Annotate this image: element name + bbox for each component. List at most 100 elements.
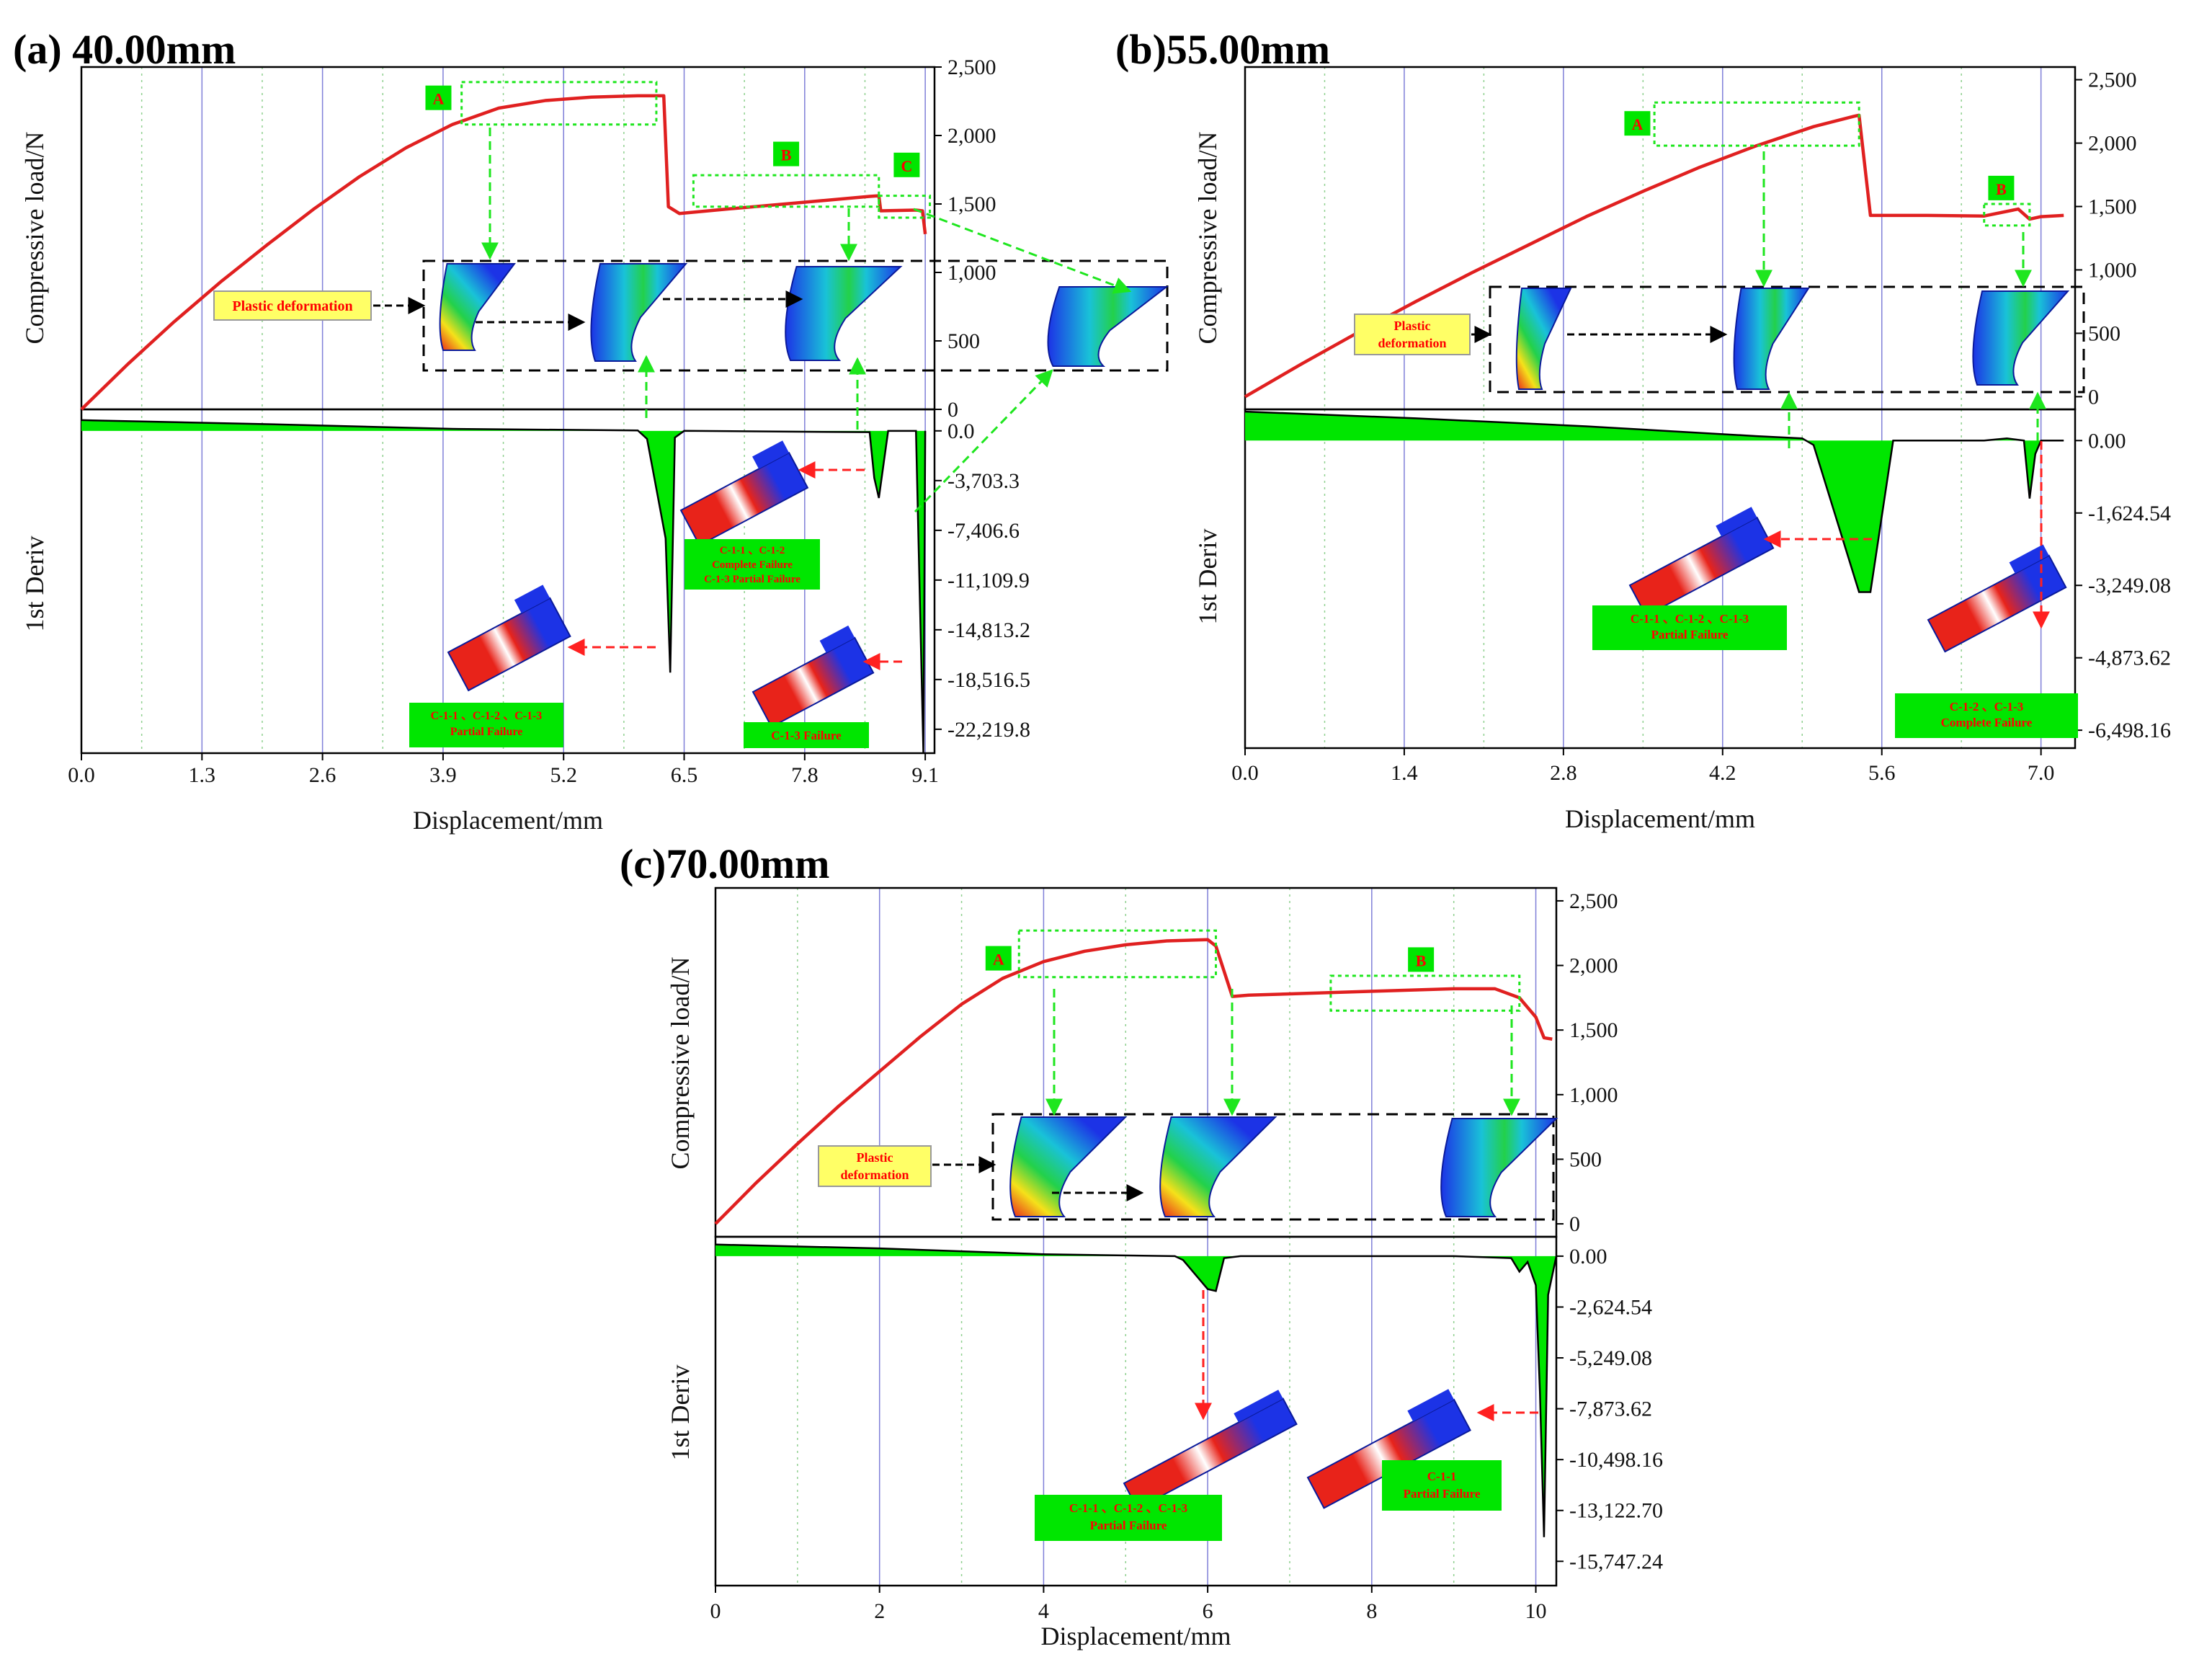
panel-a-ytick-top-label: 0 — [947, 398, 958, 422]
panel-c-xtick-label: 6 — [1203, 1599, 1213, 1623]
panel-b-xtick-label: 4.2 — [1709, 761, 1736, 785]
panel-b-ytick-top-label: 1,500 — [2088, 195, 2137, 219]
panel-b-ytick-bottom-label: -1,624.54 — [2088, 502, 2171, 525]
panel-b-region-box — [1653, 101, 1860, 147]
panel-c-ylabel-top: Compressive load/N — [666, 957, 695, 1170]
b-fail-fea-2-body — [1927, 554, 2067, 653]
panel-b-ytick-top-label: 0 — [2088, 385, 2099, 409]
panel-c-xtick-label: 2 — [874, 1599, 885, 1623]
panel-b-ytick-bottom-label: -4,873.62 — [2088, 646, 2171, 670]
panel-b-region-tag — [1988, 175, 2015, 200]
panel-a-ytick-bottom-label: 0.0 — [947, 419, 975, 443]
b-fea-2 — [1733, 288, 1810, 390]
a-callout-1-text: C-1-1 、C-1-2 、C-1-3 — [431, 710, 543, 722]
panel-a-xtick-label: 7.8 — [791, 763, 819, 787]
panel-a-title: (a) 40.00mm — [13, 26, 236, 73]
a-fea-2-body — [590, 263, 688, 362]
c-fea-3-body — [1440, 1118, 1558, 1217]
c-fail-fea-1-cap — [1234, 1390, 1283, 1423]
panel-a-xtick-label: 1.3 — [189, 763, 216, 787]
panel-b-ytick-bottom-label: -6,498.16 — [2088, 719, 2171, 742]
panel-c-xtick-label: 4 — [1038, 1599, 1049, 1623]
c-callout-1-text: C-1-1 、C-1-2 、C-1-3 — [1069, 1501, 1187, 1515]
c-callout-1-box — [1035, 1495, 1222, 1541]
panel-b-top-frame — [1244, 66, 2077, 411]
panel-c-ytick-bottom-label: -2,624.54 — [1569, 1295, 1652, 1319]
a-fea-3 — [785, 266, 903, 361]
panel-b-ytick-top-label: 500 — [2088, 321, 2120, 345]
panel-a-region-tag — [425, 85, 452, 110]
b-fea-3-body — [1972, 290, 2070, 386]
c-fea-3 — [1440, 1118, 1558, 1217]
b-plastic-label: Plastic — [1394, 319, 1431, 333]
c-plastic-label: deformation — [841, 1168, 909, 1182]
a-fail-fea-1 — [447, 585, 571, 692]
panel-b-xtick-label: 0.0 — [1231, 761, 1259, 785]
a-fail-fea-1-body — [447, 597, 571, 692]
panel-c-title: (c)70.00mm — [620, 840, 830, 887]
panel-b-xtick-label: 1.4 — [1391, 761, 1418, 785]
panel-a-region-label: A — [433, 90, 445, 108]
panel-c-ytick-bottom-label: -13,122.70 — [1569, 1499, 1663, 1523]
panel-a-xtick-label: 9.1 — [911, 763, 939, 787]
panel-b-xtick-label: 7.0 — [2028, 761, 2055, 785]
panel-b-ytick-bottom-label: 0.00 — [2088, 429, 2126, 453]
panel-a-ytick-bottom-label: -7,406.6 — [947, 519, 1020, 543]
panel-a-ytick-top-label: 500 — [947, 329, 980, 353]
panel-a-ytick-top-label: 2,500 — [947, 55, 996, 79]
b-fail-fea-2-cap — [2009, 544, 2049, 574]
a-callout-2-text: C-1-3 Partial Failure — [704, 574, 800, 585]
c-fea-1 — [1009, 1116, 1128, 1217]
panel-c-region-box — [1329, 974, 1521, 1012]
b-fail-fea-1-body — [1628, 516, 1775, 617]
panel-a-ytick-bottom-label: -11,109.9 — [947, 569, 1030, 592]
panel-b-bottom-frame — [1244, 408, 2077, 750]
b-fail-fea-2 — [1927, 544, 2067, 653]
panel-c-ytick-bottom-label: -10,498.16 — [1569, 1448, 1663, 1472]
panel-a-ytick-top-label: 1,500 — [947, 192, 996, 216]
panel-b-xlabel: Displacement/mm — [1565, 804, 1755, 833]
a-plastic-label: Plastic deformation — [232, 298, 352, 314]
panel-c-bottom-frame — [714, 1235, 1558, 1587]
a-fea-1-body — [439, 263, 516, 351]
b-callout-1-box — [1592, 605, 1787, 650]
panel-a-xtick-label: 6.5 — [671, 763, 698, 787]
panel-a-region-label: B — [781, 146, 792, 164]
panel-a-region-box — [460, 81, 658, 126]
a-callout-1-box — [409, 703, 563, 747]
panel-c-xlabel: Displacement/mm — [1041, 1622, 1231, 1650]
b-callout-2-box — [1895, 693, 2078, 738]
panel-c-load-curve — [714, 938, 1553, 1225]
panel-c-ytick-top-label: 2,000 — [1569, 954, 1618, 978]
a-callout-1-text: Partial Failure — [450, 726, 523, 738]
panel-b-ytick-bottom-label: -3,249.08 — [2088, 574, 2171, 597]
a-callout-2-text: C-1-1 、C-1-2 — [720, 545, 785, 556]
panel-b-ytick-top-label: 2,500 — [2088, 68, 2137, 92]
b-fail-fea-1 — [1628, 507, 1775, 617]
panel-a-region-label: C — [901, 157, 912, 175]
panel-c-ytick-bottom-label: -5,249.08 — [1569, 1346, 1652, 1370]
c-callout-1-text: Partial Failure — [1090, 1519, 1167, 1532]
b-fea-3 — [1972, 290, 2070, 386]
panel-c-ytick-top-label: 500 — [1569, 1147, 1602, 1171]
b-plastic-box — [1354, 314, 1471, 355]
b-fea-2-body — [1733, 288, 1810, 390]
c-callout-2-text: C-1-1 — [1427, 1470, 1457, 1483]
c-plastic-box — [818, 1145, 932, 1187]
a-fea-3-body — [785, 266, 903, 361]
panel-a-bottom-frame — [80, 408, 936, 755]
panel-b-region-box — [1983, 203, 2031, 227]
b-plastic-label: deformation — [1378, 336, 1447, 350]
panel-c-ytick-bottom-label: -7,873.62 — [1569, 1397, 1652, 1421]
panel-c-ytick-top-label: 1,500 — [1569, 1018, 1618, 1042]
b-fea-1 — [1515, 288, 1572, 390]
panel-a-xtick-label: 0.0 — [68, 763, 95, 787]
a-callout-3-box — [744, 722, 869, 748]
panel-a-ytick-top-label: 1,000 — [947, 261, 996, 285]
a-fea-4 — [1047, 286, 1169, 367]
panel-b-title: (b)55.00mm — [1115, 26, 1330, 73]
panel-a-ytick-bottom-label: -22,219.8 — [947, 718, 1030, 742]
a-callout-3-text: C-1-3 Failure — [771, 729, 842, 742]
panel-c-region-box — [1017, 929, 1218, 979]
